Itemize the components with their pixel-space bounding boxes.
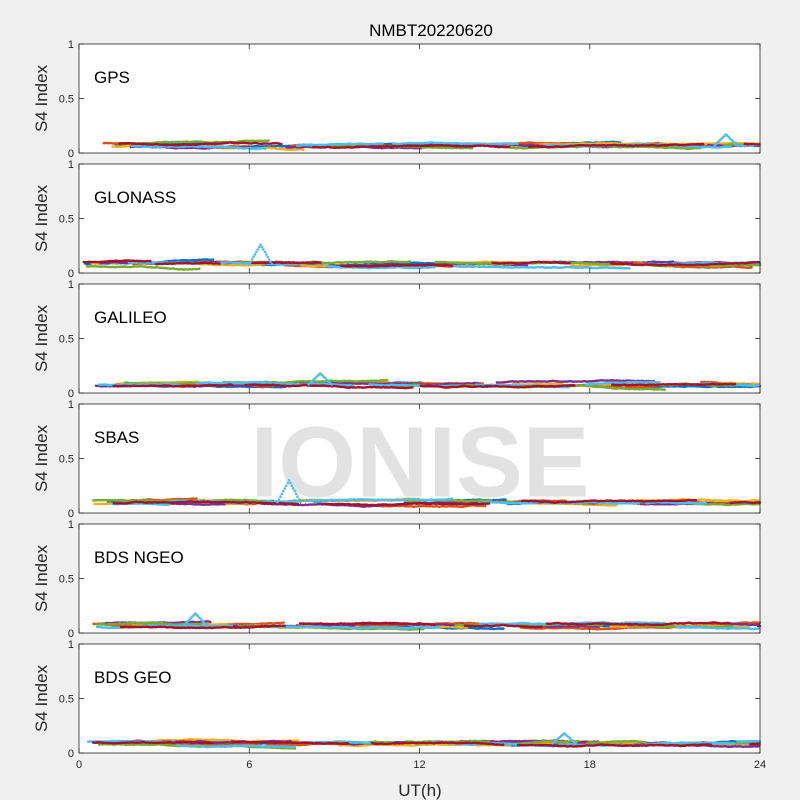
data-point — [516, 142, 519, 146]
data-point — [267, 139, 270, 142]
peak-point — [250, 258, 254, 261]
data-point — [276, 147, 280, 151]
data-point — [408, 260, 412, 263]
data-point — [198, 267, 201, 271]
y-tick-label: 0.5 — [59, 94, 74, 106]
data-point — [280, 142, 283, 146]
panel-label: GPS — [94, 68, 130, 87]
data-point — [450, 264, 454, 268]
peak-point — [256, 248, 260, 251]
peak-point — [266, 255, 270, 259]
data-point — [433, 266, 436, 269]
peak-point — [259, 243, 262, 246]
data-point — [508, 145, 511, 149]
peak-point — [267, 258, 271, 261]
y-tick-label: 1 — [68, 39, 74, 51]
data-point — [218, 262, 221, 266]
axes-background — [79, 284, 760, 393]
y-axis-label: S4 Index — [32, 64, 51, 132]
peak-point — [254, 250, 258, 254]
data-point — [757, 143, 760, 146]
peak-point — [262, 248, 265, 251]
peak-point — [736, 144, 739, 147]
data-point — [263, 147, 267, 150]
data-point — [149, 259, 152, 263]
data-point — [381, 142, 384, 145]
peak-point — [270, 263, 274, 266]
data-point — [729, 145, 733, 149]
data-point — [628, 267, 631, 270]
peak-point — [249, 260, 252, 264]
data-point — [211, 258, 215, 261]
data-point — [568, 262, 571, 265]
axes-background — [79, 44, 760, 153]
peak-point — [253, 253, 257, 256]
peak-point — [252, 255, 255, 259]
data-point — [750, 266, 753, 269]
data-point — [470, 146, 474, 150]
figure-title: NMBT20220620 — [369, 21, 493, 40]
data-point — [701, 142, 705, 146]
data-point — [319, 261, 322, 264]
peak-point — [265, 253, 268, 256]
peak-point — [260, 245, 264, 249]
panel-label: GLONASS — [94, 188, 176, 207]
y-tick-label: 0.5 — [59, 214, 74, 226]
peak-point — [257, 245, 261, 249]
peak-point — [269, 260, 272, 264]
y-axis-label: S4 Index — [32, 184, 51, 252]
data-point — [302, 148, 305, 151]
peak-point — [248, 263, 251, 266]
axes-background — [79, 164, 760, 273]
y-tick-label: 1 — [68, 159, 74, 171]
peak-point — [263, 250, 267, 254]
